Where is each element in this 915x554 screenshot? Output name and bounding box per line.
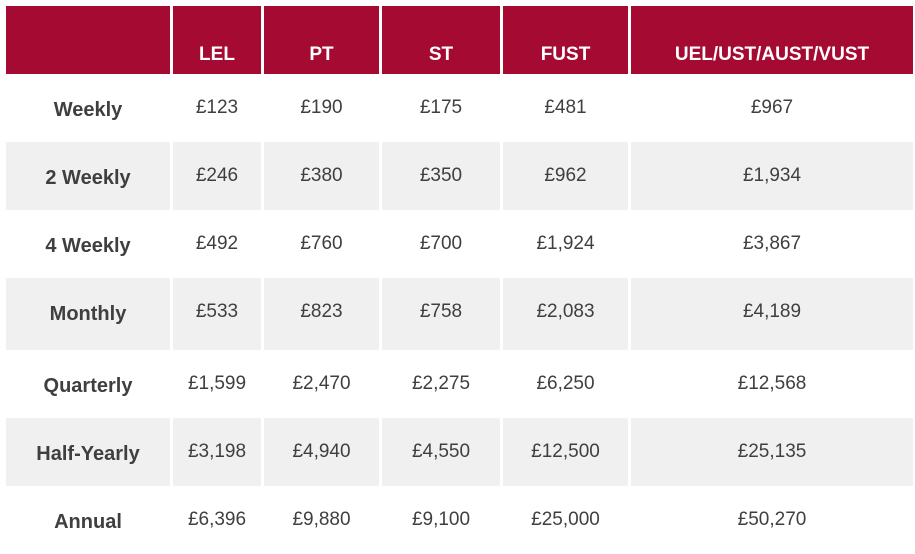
header-row: LEL PT ST FUST UEL/UST/AUST/VUST: [6, 6, 913, 74]
row-label: 2 Weekly: [6, 142, 170, 210]
cell-pt: £380: [264, 142, 379, 210]
row-label: Weekly: [53, 98, 123, 121]
cell-pt: £9,880: [292, 509, 351, 530]
cell-fust: £6,250: [536, 373, 595, 394]
cell-fust: £1,924: [536, 233, 595, 254]
cell-lel: £6,396: [187, 509, 247, 530]
cell-st: £4,550: [382, 418, 500, 486]
table-row-4-weekly: 4 Weekly £492 £760 £700 £1,924 £3,867: [6, 210, 913, 278]
table-row-monthly: Monthly £533 £823 £758 £2,083 £4,189: [6, 278, 913, 346]
cell-st: £175: [419, 97, 463, 118]
cell-pt: £823: [264, 278, 379, 346]
cell-st: £9,100: [411, 509, 471, 530]
cell-lel: £533: [173, 278, 261, 346]
cell-uel: £50,270: [737, 509, 807, 530]
header-pt: PT: [264, 6, 379, 74]
header-lel: LEL: [173, 6, 261, 74]
cell-st: £758: [382, 278, 500, 346]
row-label: Quarterly: [43, 374, 133, 397]
cell-uel: £967: [750, 97, 794, 118]
cell-pt: £2,470: [292, 373, 351, 394]
cell-uel: £3,867: [742, 233, 802, 254]
cell-fust: £2,083: [503, 278, 628, 346]
cell-uel: £12,568: [737, 373, 807, 394]
cell-fust: £12,500: [503, 418, 628, 486]
table-row-annual: Annual £6,396 £9,880 £9,100 £25,000 £50,…: [6, 486, 913, 554]
table-row-quarterly: Quarterly £1,599 £2,470 £2,275 £6,250 £1…: [6, 350, 913, 418]
header-corner-cell: [6, 6, 170, 74]
cell-st: £350: [382, 142, 500, 210]
cell-st: £2,275: [411, 373, 471, 394]
cell-fust: £25,000: [531, 509, 600, 530]
row-label: Annual: [54, 510, 122, 533]
header-st: ST: [382, 6, 500, 74]
cell-pt: £760: [300, 233, 343, 254]
table-row-weekly: Weekly £123 £190 £175 £481 £967: [6, 74, 913, 142]
table-row-half-yearly: Half-Yearly £3,198 £4,940 £4,550 £12,500…: [6, 418, 913, 486]
cell-pt: £190: [300, 97, 343, 118]
cell-uel: £25,135: [631, 418, 913, 486]
table-row-2-weekly: 2 Weekly £246 £380 £350 £962 £1,934: [6, 142, 913, 210]
row-label: Half-Yearly: [6, 418, 170, 486]
cell-st: £700: [419, 233, 463, 254]
cell-lel: £246: [173, 142, 261, 210]
cell-lel: £1,599: [187, 373, 247, 394]
ni-thresholds-table: LEL PT ST FUST UEL/UST/AUST/VUST Weekly …: [3, 6, 915, 554]
cell-uel: £4,189: [631, 278, 913, 346]
cell-lel: £123: [195, 97, 239, 118]
cell-fust: £962: [503, 142, 628, 210]
cell-uel: £1,934: [631, 142, 913, 210]
cell-lel: £492: [195, 233, 239, 254]
thresholds-table-container: LEL PT ST FUST UEL/UST/AUST/VUST Weekly …: [6, 6, 913, 533]
cell-lel: £3,198: [173, 418, 261, 486]
row-label: 4 Weekly: [45, 234, 131, 257]
cell-fust: £481: [544, 97, 587, 118]
row-gap-strip: [6, 346, 913, 350]
header-uel-ust-aust-vust: UEL/UST/AUST/VUST: [631, 6, 913, 74]
cell-pt: £4,940: [264, 418, 379, 486]
header-fust: FUST: [503, 6, 628, 74]
row-label: Monthly: [6, 278, 170, 346]
